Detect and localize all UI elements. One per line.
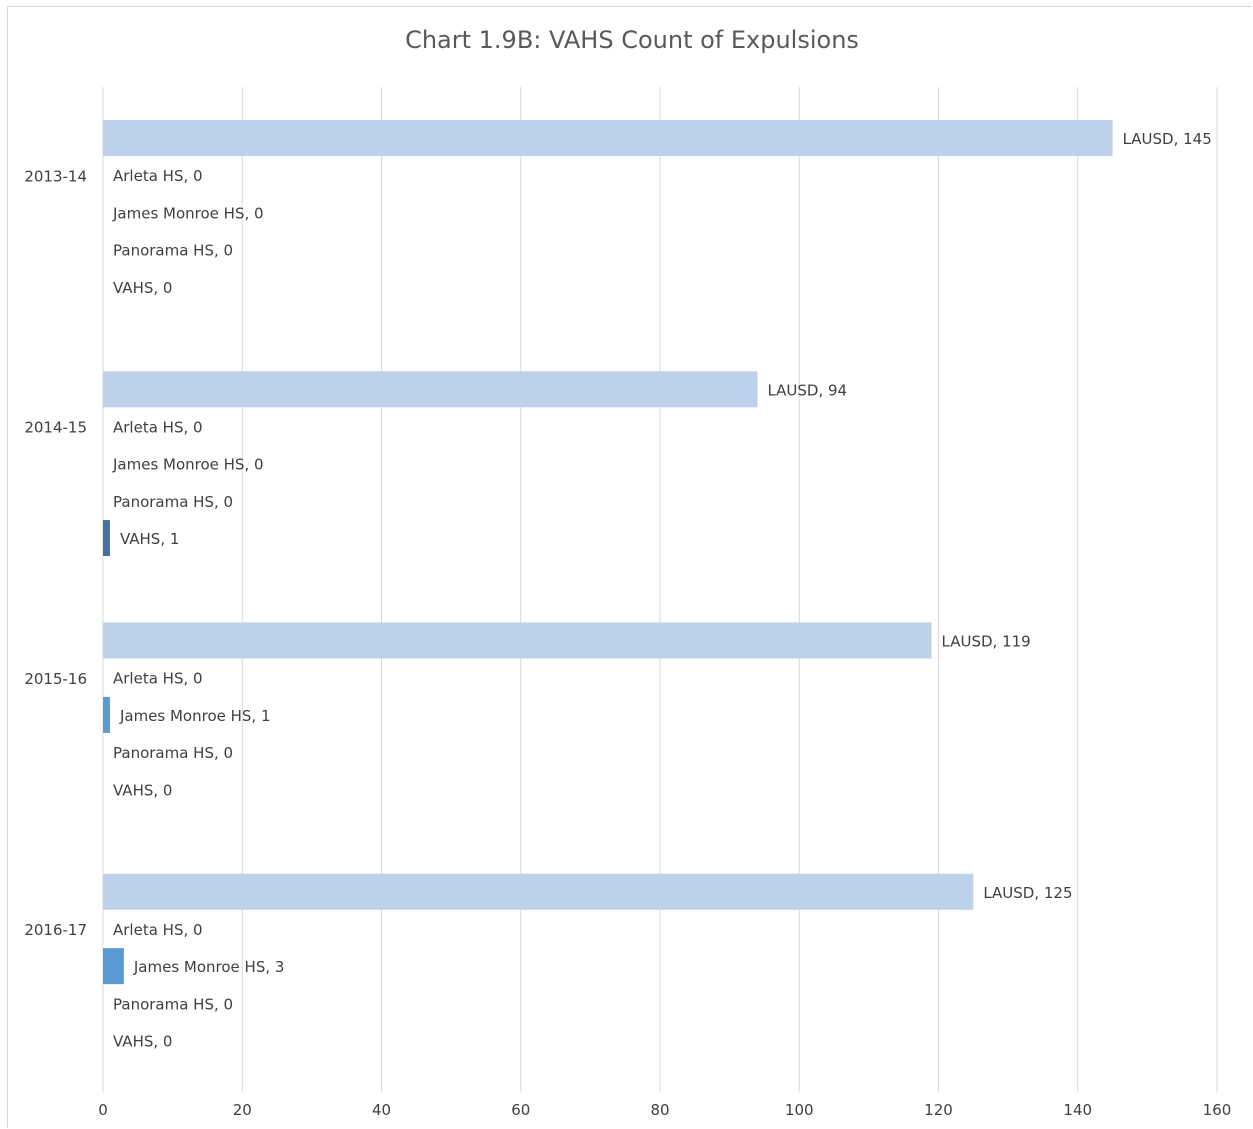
data-label: VAHS, 0 xyxy=(113,1033,172,1051)
x-tick-label: 40 xyxy=(372,1101,391,1119)
data-label: LAUSD, 145 xyxy=(1123,130,1212,148)
bar-lausd-2015-16 xyxy=(103,622,932,659)
x-tick-label: 0 xyxy=(98,1101,108,1119)
y-tick-label: 2015-16 xyxy=(24,670,87,688)
gridlines xyxy=(102,87,1218,1092)
data-label: Panorama HS, 0 xyxy=(113,242,233,260)
data-label: Arleta HS, 0 xyxy=(113,921,203,939)
y-tick-label: 2016-17 xyxy=(24,921,87,939)
data-label: LAUSD, 125 xyxy=(983,884,1072,902)
bar-vahs-2014-15 xyxy=(103,520,110,557)
y-tick-label: 2013-14 xyxy=(24,167,87,185)
x-tick-label: 160 xyxy=(1203,1101,1232,1119)
data-label: VAHS, 0 xyxy=(113,781,172,799)
x-tick-label: 20 xyxy=(233,1101,252,1119)
data-label: James Monroe HS, 3 xyxy=(133,958,285,976)
bar-james-monroe-hs-2016-17 xyxy=(103,948,124,985)
chart-area xyxy=(7,6,1252,1128)
y-axis-labels: 2013-14 2014-15 2015-16 2016-17 xyxy=(24,167,87,939)
data-label: LAUSD, 119 xyxy=(942,633,1031,651)
y-tick-label: 2014-15 xyxy=(24,419,87,437)
x-tick-label: 140 xyxy=(1063,1101,1092,1119)
data-label: Panorama HS, 0 xyxy=(113,744,233,762)
chart-title: Chart 1.9B: VAHS Count of Expulsions xyxy=(405,26,859,54)
data-label: Panorama HS, 0 xyxy=(113,995,233,1013)
data-label: VAHS, 0 xyxy=(113,279,172,297)
x-tick-label: 120 xyxy=(924,1101,953,1119)
x-tick-label: 60 xyxy=(511,1101,530,1119)
data-label: James Monroe HS, 0 xyxy=(112,204,264,222)
x-tick-label: 100 xyxy=(785,1101,814,1119)
bars xyxy=(103,120,1113,985)
data-label: Arleta HS, 0 xyxy=(113,167,203,185)
data-label: James Monroe HS, 1 xyxy=(119,707,271,725)
bar-lausd-2014-15 xyxy=(103,371,758,408)
bar-james-monroe-hs-2015-16 xyxy=(103,696,110,733)
bar-lausd-2013-14 xyxy=(103,120,1113,156)
data-label: Arleta HS, 0 xyxy=(113,418,203,436)
x-tick-label: 80 xyxy=(650,1101,669,1119)
data-label: Arleta HS, 0 xyxy=(113,670,203,688)
data-labels: LAUSD, 145 Arleta HS, 0 James Monroe HS, 0… xyxy=(112,130,1212,1051)
data-label: James Monroe HS, 0 xyxy=(112,456,264,474)
data-label: VAHS, 1 xyxy=(120,530,179,548)
data-label: LAUSD, 94 xyxy=(767,381,847,399)
data-label: Panorama HS, 0 xyxy=(113,493,233,511)
x-axis-labels: 0 20 40 60 80 100 120 140 160 xyxy=(98,1101,1231,1119)
bar-lausd-2016-17 xyxy=(103,873,974,910)
